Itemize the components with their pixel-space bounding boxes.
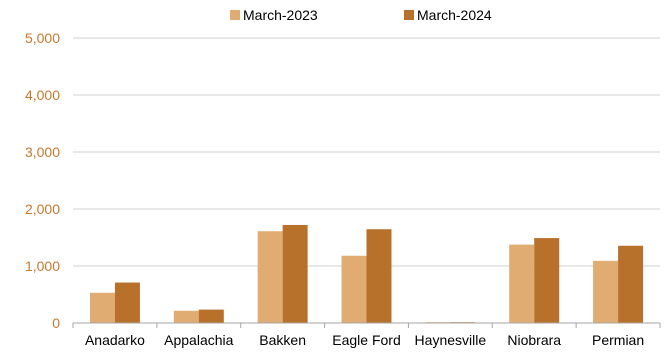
gridlines [73,37,660,267]
bar-bakken-march-2023 [257,231,283,323]
legend-label: March-2024 [417,7,492,23]
bar-eagle-ford-march-2023 [341,255,367,323]
bar-permian-march-2023 [593,260,619,323]
x-tick-label: Eagle Ford [332,332,400,348]
bar-anadarko-march-2024 [114,282,140,323]
bar-niobrara-march-2024 [534,238,560,323]
y-tick-label: 1,000 [25,258,60,274]
bar-anadarko-march-2023 [89,292,115,323]
x-tick-label: Anadarko [85,332,145,348]
y-tick-label: 3,000 [25,144,60,160]
y-tick-label: 0 [52,315,60,331]
bar-appalachia-march-2024 [198,309,224,323]
legend-swatch [404,10,414,20]
y-tick-label: 5,000 [25,30,60,46]
x-tick-label: Bakken [259,332,306,348]
bar-permian-march-2024 [618,245,644,323]
bars [89,224,644,323]
y-tick-label: 2,000 [25,201,60,217]
bar-niobrara-march-2023 [509,244,535,323]
legend: March-2023 March-2024 [230,7,492,23]
y-tick-label: 4,000 [25,87,60,103]
bar-appalachia-march-2023 [173,310,199,323]
bar-eagle-ford-march-2024 [366,229,392,323]
legend-swatch [230,10,240,20]
bar-bakken-march-2024 [282,224,308,323]
x-tick-label: Appalachia [164,332,233,348]
x-tick-label: Permian [592,332,644,348]
x-tick-label: Haynesville [415,332,487,348]
x-axis: Anadarko Appalachia Bakken Eagle Ford Haynes… [72,322,661,348]
x-tick-label: Niobrara [507,332,561,348]
y-axis: 0 1,000 2,000 3,000 4,000 5,000 [25,30,60,331]
legend-label: March-2023 [243,7,318,23]
